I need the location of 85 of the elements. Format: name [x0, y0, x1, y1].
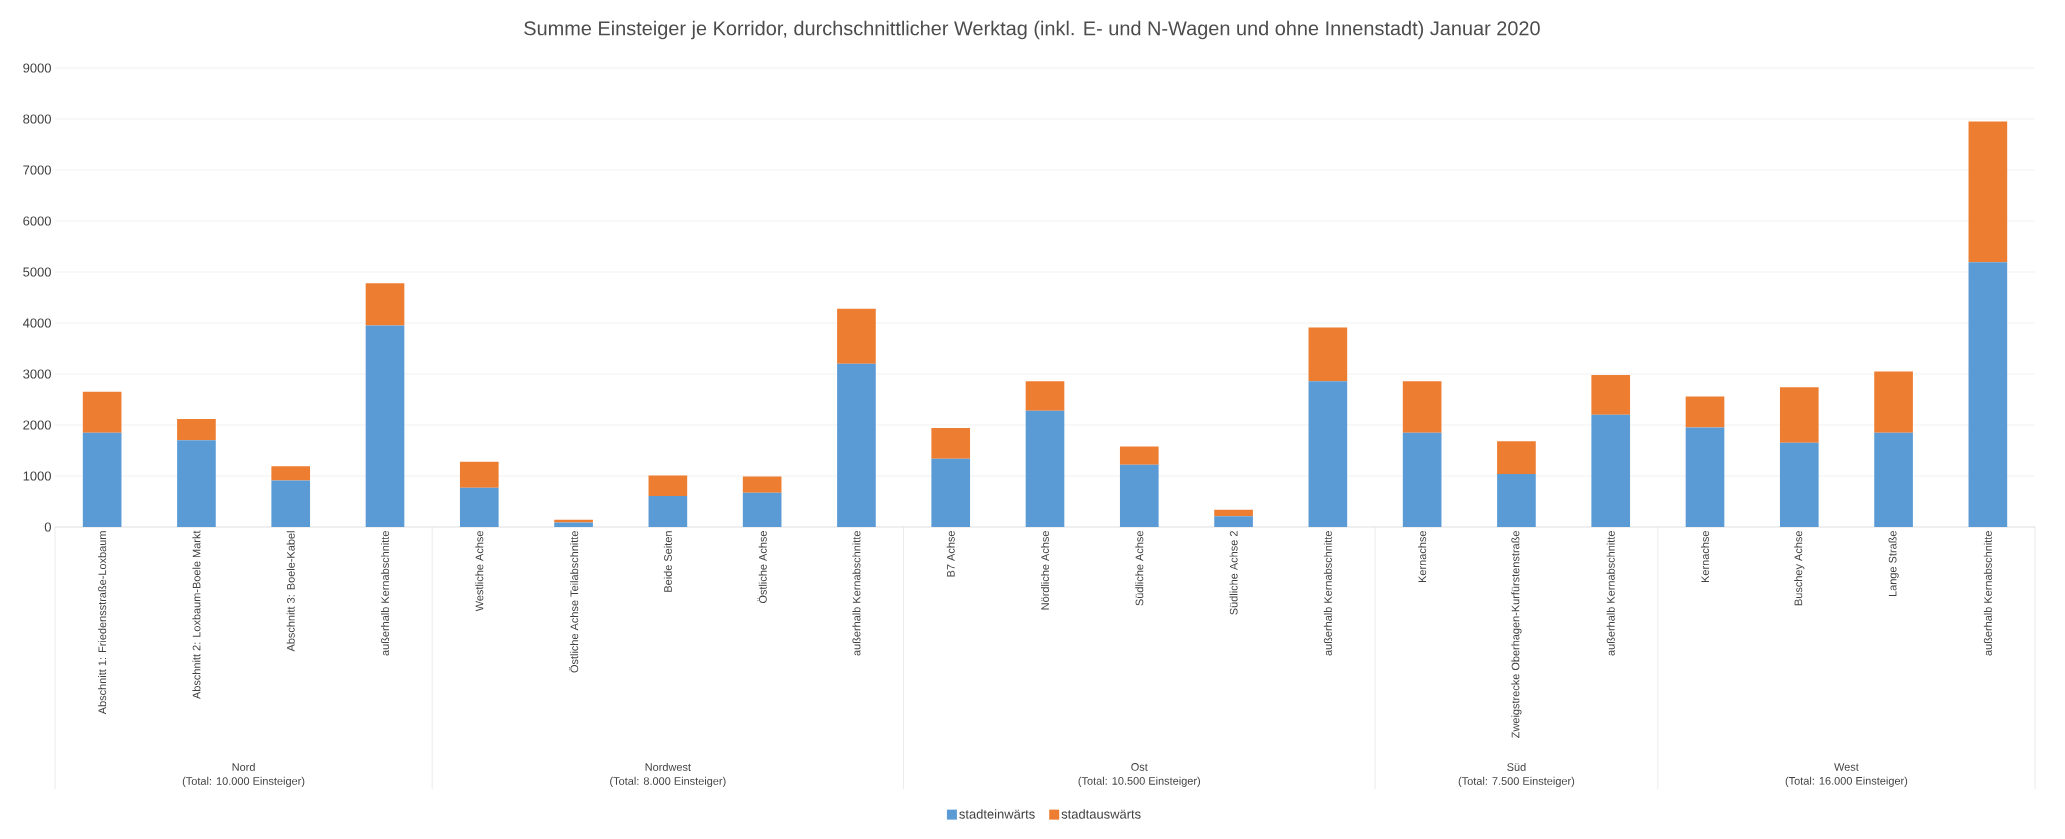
text: Süd: [1507, 762, 1526, 771]
bar: [1119, 446, 1159, 465]
bar: [931, 458, 971, 527]
bar: [1025, 381, 1065, 411]
bar: [931, 428, 971, 459]
x-tick-label: Südliche Achse: [1135, 531, 1144, 606]
bar: [742, 476, 782, 493]
legend-label: stadteinwärts: [959, 809, 1035, 819]
bar: [1685, 427, 1725, 527]
bar: [271, 480, 311, 527]
bar: [177, 440, 216, 527]
x-tick-label: Abschnitt 1: Friedensstraße-Loxbaum: [98, 531, 107, 715]
bar: [1497, 441, 1536, 474]
x-tick-label: Buschey Achse: [1794, 531, 1805, 606]
x-tick-label: außerhalb Kernabschnitte: [1983, 531, 1992, 656]
bar: [742, 492, 782, 527]
y-tick-label: 0: [44, 522, 51, 532]
y-tick-label: 8000: [23, 114, 51, 124]
legend-label: stadtauswärts: [1061, 809, 1141, 819]
bar: [1779, 387, 1819, 443]
bar: [82, 391, 122, 433]
bar: [837, 363, 876, 527]
y-tick-label: 5000: [23, 267, 51, 277]
bar: [1402, 432, 1442, 527]
bar: [1874, 432, 1913, 527]
y-tick-label: 3000: [23, 369, 51, 379]
x-tick-label: Abschnitt 3: Boele-Kabel: [286, 531, 295, 652]
bar: [459, 461, 499, 488]
x-tick-label: Nördliche Achse: [1040, 531, 1050, 610]
bar: [1214, 509, 1253, 517]
text: Nord: [232, 762, 255, 771]
y-tick-label: 2000: [23, 420, 51, 430]
text: Nordwest: [645, 762, 691, 771]
bar: [1214, 516, 1253, 527]
bar: [1402, 381, 1442, 433]
bar: [1308, 327, 1348, 382]
y-tick-label: 7000: [23, 165, 51, 175]
bar: [648, 475, 688, 496]
text: (Total: 10.000 Einsteiger): [182, 776, 305, 788]
x-tick-label: Kernachse: [1700, 531, 1710, 583]
x-tick-label: Östliche Achse Teilabschnitte: [568, 531, 579, 673]
text: (Total: 8.000 Einsteiger): [610, 776, 726, 788]
x-tick-label: Östliche Achse: [757, 531, 767, 604]
bar: [1968, 121, 2008, 263]
y-tick-label: 9000: [23, 63, 51, 73]
bar: [1119, 464, 1159, 527]
bar: [837, 308, 876, 364]
y-tick-label: 6000: [23, 216, 51, 226]
bar: [1591, 414, 1631, 527]
x-tick-label: außerhalb Kernabschnitte: [1323, 531, 1332, 656]
bar: [1308, 381, 1348, 527]
bar: [365, 325, 405, 527]
bar: [365, 283, 405, 326]
bar: [1025, 410, 1065, 527]
x-tick-label: außerhalb Kernabschnitte: [380, 531, 390, 656]
bar: [648, 495, 688, 527]
x-tick-label: Beide Seiten: [663, 531, 672, 592]
text: (Total: 7.500 Einsteiger): [1458, 776, 1575, 788]
text: Ost: [1131, 763, 1148, 771]
x-tick-label: B7 Achse: [946, 531, 955, 577]
bar: [1497, 473, 1536, 527]
bar: [177, 418, 216, 441]
y-tick-label: 4000: [22, 318, 51, 328]
text: (Total: 10.500 Einsteiger): [1078, 776, 1201, 787]
x-tick-label: Lange Straße: [1888, 531, 1899, 597]
bar: [554, 522, 593, 527]
text: West: [1834, 763, 1859, 771]
x-tick-label: außerhalb Kernabschnitte: [852, 531, 861, 656]
bar: [1779, 442, 1819, 527]
x-tick-label: Abschnitt 2: Loxbaum-Boele Markt: [192, 530, 201, 700]
bar: [459, 487, 499, 527]
y-tick-label: 1000: [23, 471, 51, 481]
bar: [271, 466, 311, 481]
bar: [82, 432, 122, 527]
x-tick-label: außerhalb Kernabschnitte: [1606, 531, 1615, 656]
text: (Total: 16.000 Einsteiger): [1785, 776, 1908, 787]
bar: [1685, 396, 1725, 428]
x-tick-label: Südliche Achse 2: [1229, 531, 1238, 615]
chart-title: Summe Einsteiger je Korridor, durchschnittlicher Werktag (inkl. E- und N-Wagen und ohne Innenstadt) Januar 2020: [524, 20, 1540, 40]
x-tick-label: Zweigstrecke Oberhagen-Kurfürstenstraße: [1511, 531, 1522, 738]
bar: [1874, 371, 1913, 433]
x-tick-label: Kernachse: [1418, 531, 1427, 583]
bar: [1968, 262, 2008, 527]
x-tick-label: Westliche Achse: [475, 531, 484, 612]
bar: [1591, 375, 1631, 415]
